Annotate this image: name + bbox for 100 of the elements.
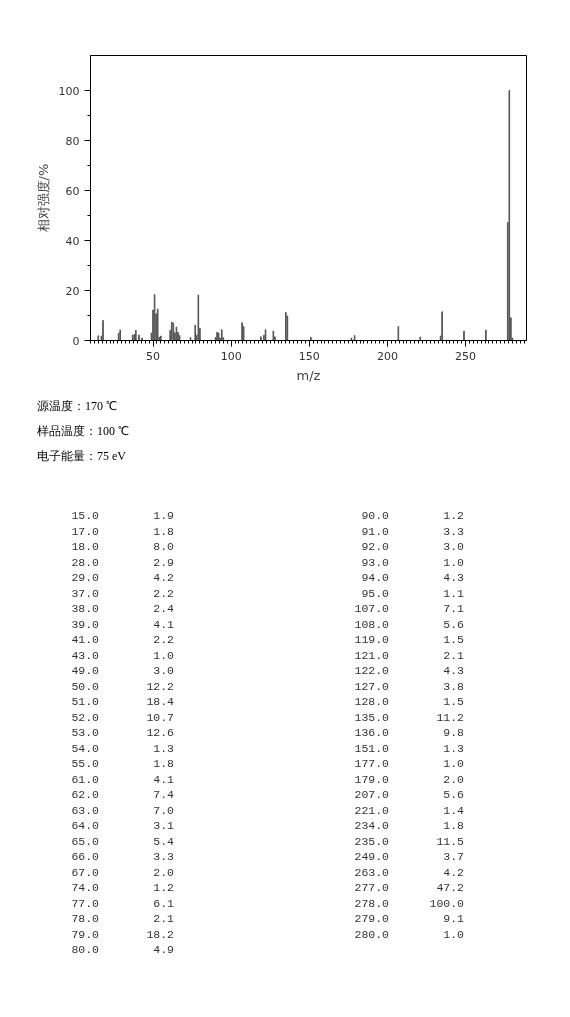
category-label: 67.0 [70, 864, 100, 881]
y-tick-label: 80 [65, 134, 80, 148]
data-label: 2.1 [442, 647, 465, 664]
data-label: 6.1 [152, 895, 175, 912]
y-axis-title: 相对强度/% [35, 163, 51, 233]
data-label: 1.0 [442, 756, 465, 772]
data-label: 4.3 [442, 663, 465, 679]
data-label: 1.0 [442, 926, 465, 943]
category-label: 151.0 [353, 740, 390, 757]
y-tick-label: 40 [65, 234, 80, 248]
data-label: 4.2 [152, 570, 175, 586]
x-tick-label: 100 [220, 349, 242, 363]
data-label: 8.0 [152, 539, 175, 555]
category-label: 249.0 [353, 849, 390, 865]
data-label: 18.2 [145, 926, 175, 943]
category-label: 53.0 [70, 725, 100, 741]
category-label: 221.0 [353, 802, 390, 819]
data-label: 4.1 [152, 771, 175, 788]
category-label: 66.0 [70, 849, 100, 865]
category-label: 29.0 [70, 570, 100, 586]
data-label: 12.6 [145, 725, 175, 741]
data-label: 9.1 [442, 911, 465, 927]
category-label: 28.0 [70, 554, 100, 571]
category-label: 280.0 [353, 926, 390, 943]
data-label: 2.9 [152, 554, 175, 571]
category-label: 277.0 [353, 880, 390, 896]
category-label: 127.0 [353, 678, 390, 695]
data-label: 2.2 [152, 632, 175, 648]
data-label: 12.2 [145, 678, 175, 695]
category-label: 65.0 [70, 833, 100, 850]
category-label: 50.0 [70, 678, 100, 695]
category-label: 52.0 [70, 709, 100, 726]
category-label: 51.0 [70, 694, 100, 710]
data-label: 5.6 [442, 787, 465, 803]
text: 源温度：170 ℃ [37, 398, 118, 415]
category-label: 93.0 [360, 554, 390, 571]
x-tick-label: 250 [455, 349, 477, 363]
data-label: 1.1 [442, 585, 465, 602]
category-label: 279.0 [353, 911, 390, 927]
data-label: 1.2 [442, 508, 465, 524]
category-label: 263.0 [353, 864, 390, 881]
data-label: 4.1 [152, 616, 175, 633]
data-label: 3.3 [442, 523, 465, 540]
data-label: 3.1 [152, 818, 175, 834]
text: 电子能量：75 eV [37, 448, 127, 466]
category-label: 17.0 [70, 523, 100, 540]
data-label: 3.0 [442, 539, 465, 555]
data-label: 1.3 [152, 740, 175, 757]
category-label: 79.0 [70, 926, 100, 943]
category-label: 235.0 [353, 833, 390, 850]
category-label: 38.0 [70, 601, 100, 617]
category-label: 43.0 [70, 647, 100, 664]
category-label: 39.0 [70, 616, 100, 633]
category-label: 234.0 [353, 818, 390, 834]
data-label: 2.2 [152, 585, 175, 602]
data-label: 4.3 [442, 570, 465, 586]
data-label: 1.5 [442, 632, 465, 648]
category-label: 278.0 [353, 895, 390, 912]
category-label: 37.0 [70, 585, 100, 602]
category-label: 207.0 [353, 787, 390, 803]
data-label: 1.8 [442, 818, 465, 834]
data-label: 3.3 [152, 849, 175, 865]
category-label: 54.0 [70, 740, 100, 757]
data-label: 100.0 [428, 895, 465, 912]
category-label: 18.0 [70, 539, 100, 555]
data-label: 7.0 [152, 802, 175, 819]
data-label: 3.7 [442, 849, 465, 865]
category-label: 108.0 [353, 616, 390, 633]
category-label: 55.0 [70, 756, 100, 772]
data-label: 1.4 [442, 802, 465, 819]
data-label: 10.7 [145, 709, 175, 726]
data-label: 11.2 [435, 709, 465, 726]
data-label: 2.0 [152, 864, 175, 881]
data-label: 3.0 [152, 663, 175, 679]
category-label: 107.0 [353, 601, 390, 617]
data-label: 4.9 [152, 942, 175, 958]
data-label: 1.5 [442, 694, 465, 710]
category-label: 64.0 [70, 818, 100, 834]
category-label: 128.0 [353, 694, 390, 710]
category-label: 122.0 [353, 663, 390, 679]
x-tick-label: 50 [146, 349, 161, 363]
data-label: 1.8 [152, 756, 175, 772]
data-label: 11.5 [435, 833, 465, 850]
category-label: 63.0 [70, 802, 100, 819]
text: 样品温度：100 ℃ [37, 423, 129, 441]
y-tick-label: 20 [65, 284, 80, 298]
data-label: 47.2 [435, 880, 465, 896]
category-label: 177.0 [353, 756, 390, 772]
data-label: 1.9 [152, 508, 175, 524]
data-label: 2.1 [152, 911, 175, 927]
data-label: 2.0 [442, 771, 465, 788]
y-tick-label: 0 [72, 334, 80, 348]
category-label: 15.0 [70, 508, 100, 524]
category-label: 90.0 [360, 508, 390, 524]
data-label: 9.8 [442, 725, 465, 741]
data-label: 7.1 [442, 601, 465, 617]
data-label: 1.0 [442, 554, 465, 571]
x-tick-label: 200 [376, 349, 398, 363]
category-label: 95.0 [360, 585, 390, 602]
category-label: 179.0 [353, 771, 390, 788]
